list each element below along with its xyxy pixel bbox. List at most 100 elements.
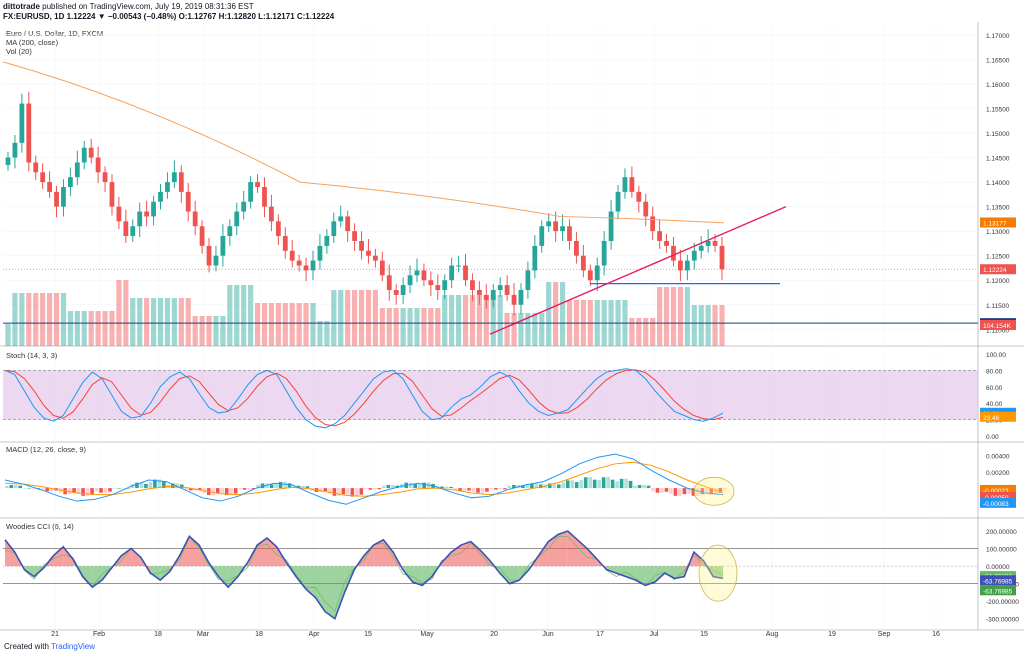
macd-histogram-bar [579, 480, 583, 489]
candle-body [130, 226, 136, 237]
macd-histogram-bar [682, 488, 687, 495]
macd-histogram-bar [539, 484, 543, 489]
macd-histogram-bar [112, 488, 117, 489]
cci-histogram-area [92, 566, 103, 588]
macd-histogram-bar [323, 488, 328, 492]
macd-histogram-bar [40, 488, 45, 491]
author-name[interactable]: dittotrade [3, 2, 40, 11]
candle-body [54, 191, 59, 207]
volume-bar [282, 303, 288, 346]
volume-bar [88, 311, 94, 346]
volume-bar [109, 311, 115, 346]
cci-histogram-area [509, 566, 520, 584]
time-tick-label: 20 [490, 631, 498, 638]
macd-histogram-bar [180, 484, 184, 489]
stoch-pane [3, 368, 978, 429]
cci-histogram-area [160, 566, 170, 581]
candle-body [601, 240, 607, 266]
macd-histogram-bar [476, 488, 480, 493]
stoch-tick-label: 60.00 [986, 385, 1003, 392]
stoch-d-line [4, 369, 724, 427]
volume-bar [275, 303, 281, 346]
macd-histogram-bar [678, 488, 682, 496]
cci-histogram-area [558, 531, 568, 567]
volume-bar [698, 305, 704, 346]
cci-histogram-area [296, 566, 306, 589]
macd-histogram-bar [637, 485, 642, 489]
time-tick-label: 19 [828, 631, 836, 638]
macd-histogram-bar [588, 477, 592, 489]
candle-body [359, 240, 364, 251]
candle-body [338, 216, 344, 222]
time-tick-label: Apr [309, 631, 321, 638]
candle-body [497, 285, 503, 291]
cci-tick-label: 0.00000 [986, 564, 1010, 571]
volume-bar [663, 287, 670, 346]
candle-body [664, 240, 669, 246]
stoch-tick-label: 100.00 [986, 352, 1006, 359]
macd-histogram-bar [108, 488, 112, 492]
candle-body [456, 265, 461, 267]
cci-tag-3: -63.76985 [983, 588, 1013, 595]
macd-histogram-bar [646, 485, 651, 489]
macd-histogram-bar [561, 482, 566, 489]
volume-bar [712, 305, 718, 346]
candle-body [435, 285, 441, 291]
volume-bar [227, 285, 233, 346]
stoch-tick-label: 40.00 [986, 401, 1003, 408]
grid-lines [0, 22, 1024, 631]
macd-histogram-bar [269, 484, 274, 489]
volume-bar [338, 290, 344, 346]
macd-histogram-bar [507, 485, 512, 489]
macd-histogram-bar [574, 482, 579, 489]
volume-bars [5, 280, 725, 346]
ma-label: MA (200, close) [6, 38, 59, 47]
cci-tick-label: -200.00000 [986, 599, 1019, 606]
macd-histogram-bar [651, 488, 655, 492]
volume-bar [164, 298, 171, 346]
candle-body [705, 240, 711, 246]
stoch-d-tag: 23.46 [983, 415, 1000, 422]
volume-bar [46, 293, 53, 346]
volume-bar [553, 282, 559, 346]
macd-histogram-bar [714, 488, 718, 495]
volume-bar [60, 293, 67, 346]
volume-bar [379, 308, 385, 346]
candle-body [213, 255, 219, 266]
price-tick-label: 1.13000 [986, 229, 1010, 236]
cci-histogram-area [383, 539, 394, 567]
volume-bar [171, 298, 177, 346]
candle-body [185, 191, 191, 212]
cci-histogram-area [587, 548, 597, 567]
volume-bar [670, 287, 677, 346]
cci-histogram-area [422, 566, 432, 586]
volume-bar [372, 290, 378, 346]
candle-body [643, 201, 649, 217]
volume-bar [511, 313, 517, 346]
tradingview-logo[interactable]: TradingView [51, 642, 96, 651]
volume-bar [643, 318, 649, 346]
macd-histogram-bar [103, 488, 108, 493]
macd-histogram-bar [705, 488, 709, 493]
macd-histogram-bar [283, 481, 287, 489]
macd-histogram-bar [355, 488, 359, 497]
candle-body [178, 172, 184, 192]
candle-body [366, 250, 371, 256]
volume-bar [137, 298, 143, 346]
macd-histogram-bar [597, 480, 601, 489]
volume-bar [490, 295, 496, 346]
volume-bar [677, 287, 684, 346]
volume-bar [310, 303, 316, 346]
volume-bar [400, 308, 406, 346]
cci-histogram-area [567, 531, 578, 567]
volume-bar [130, 298, 136, 346]
price-tick-label: 1.17000 [986, 33, 1010, 40]
candle-body [282, 236, 288, 251]
volume-bar [206, 316, 212, 346]
candle-body [40, 172, 46, 183]
macd-histogram-bar [251, 488, 256, 490]
ma-price-tag: 1.13177 [983, 220, 1007, 227]
macd-histogram-bar [556, 484, 561, 489]
